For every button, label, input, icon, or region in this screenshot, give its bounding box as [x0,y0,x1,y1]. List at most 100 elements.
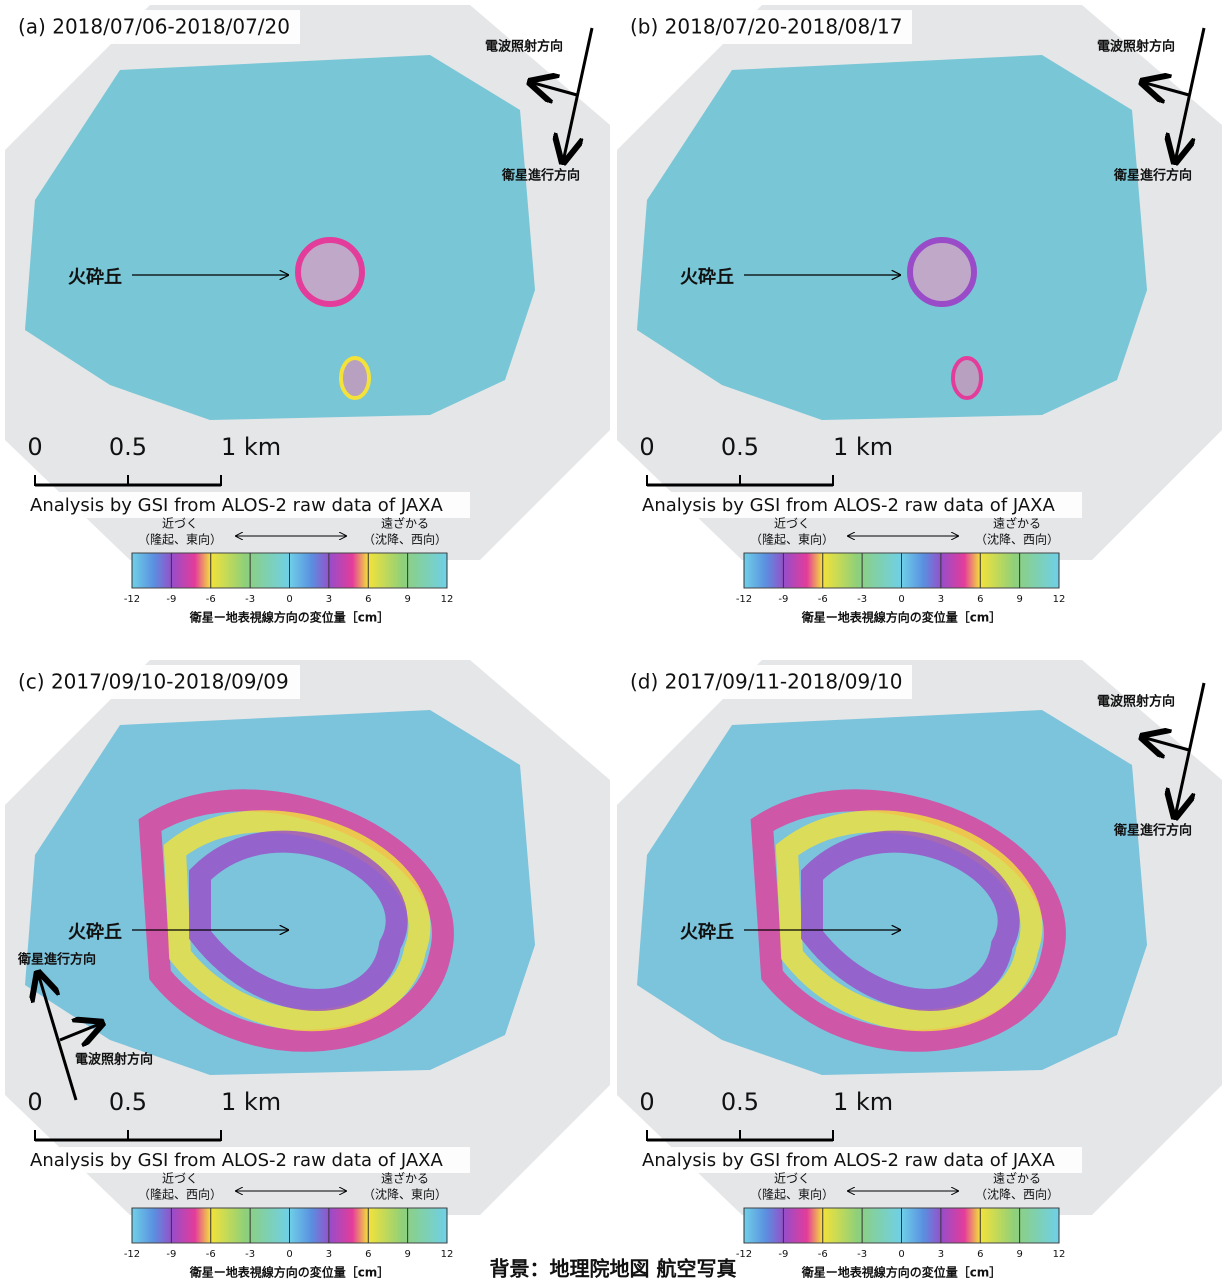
radar-arrow [530,82,578,95]
flight-direction: 衛星進行方向 [501,168,580,184]
colorbar-tick-label: -6 [206,594,216,605]
colorbar-tick-label: -3 [857,1249,867,1260]
scale-label: 0.5 [109,433,147,461]
colorbar-tick-label: 3 [938,594,944,605]
colorbar-tick-label: 3 [938,1249,944,1260]
panel: (a) 2018/07/06-2018/07/20 火砕丘 電波照射方向衛星進行方向… [5,5,610,625]
panel-title: (c) 2017/09/10-2018/09/09 [18,670,289,694]
flight-arrow [38,973,78,1101]
colorbar-tick-label: 6 [977,594,983,605]
scale-label: 1 km [833,1088,893,1116]
recede-label: 遠ざかる [993,1171,1041,1186]
colorbar-tick-label: -6 [818,594,828,605]
deformation-fringe [189,830,408,1011]
colorbar-tick-label: 6 [365,1249,371,1260]
colorbar-tick-label: 0 [898,594,904,605]
scale-label: 0.5 [721,433,759,461]
flight-direction: 衛星進行方向 [1113,823,1192,839]
deformation-fringe [775,810,1043,1032]
recede-label: 遠ざかる [993,516,1041,531]
colorbar-tick-label: 9 [404,1249,410,1260]
deformation-fringe [138,789,454,1052]
colorbar-tick-label: -6 [818,1249,828,1260]
scale-label: 0 [27,1088,42,1116]
crater-label: 火砕丘 [680,267,734,288]
title-bg [622,10,912,44]
scale-label: 0 [639,1088,654,1116]
approach-label: 近づく [774,517,810,531]
colorbar-tick-label: -3 [857,594,867,605]
crater-label: 火砕丘 [680,922,734,943]
colorbar-axis-label: 衛星ー地表視線方向の変位量［cm］ [801,1265,1002,1280]
colorbar-tick-label: 0 [286,1249,292,1260]
scale-label: 0.5 [109,1088,147,1116]
panel: (d) 2017/09/11-2018/09/10 火砕丘 電波照射方向衛星進行方向… [617,660,1222,1280]
flight-arrow [1175,27,1206,162]
colorbar-tick-label: -9 [166,594,176,605]
recede-label: 遠ざかる [381,516,429,531]
scale-label: 0 [639,433,654,461]
approach-label: 近づく [774,1172,810,1186]
recede-sub: （沈降、西向） [975,532,1059,547]
colorbar-tick-label: 9 [404,594,410,605]
colorbar-tick-label: 12 [1053,1249,1066,1260]
credit-bg [637,492,1082,518]
colorbar-tick-label: 9 [1016,594,1022,605]
deformation-fringe [801,830,1020,1011]
colorbar-tick-label: 12 [441,594,454,605]
panel-title: (a) 2018/07/06-2018/07/20 [18,15,290,39]
colorbar-tick-label: -3 [245,1249,255,1260]
panel: (c) 2017/09/10-2018/09/09 火砕丘衛星進行方向電波照射方向… [5,660,610,1280]
approach-sub: （隆起、東向） [750,1187,834,1202]
colorbar-tick-label: 0 [898,1249,904,1260]
colorbar-tick-label: 3 [326,594,332,605]
colorbar-tick-label: 0 [286,594,292,605]
title-bg [622,665,912,699]
panel: (b) 2018/07/20-2018/08/17 火砕丘 電波照射方向衛星進行方向… [617,5,1222,625]
colorbar-tick-label: -9 [166,1249,176,1260]
colorbar-tick-label: 6 [977,1249,983,1260]
colorbar-axis-label: 衛星ー地表視線方向の変位量［cm］ [801,610,1002,625]
panel-title: (d) 2017/09/11-2018/09/10 [630,670,902,694]
credit: Analysis by GSI from ALOS-2 raw data of … [642,495,1056,516]
colorbar-tick-label: -12 [124,1249,140,1260]
colorbar-axis-label: 衛星ー地表視線方向の変位量［cm］ [189,610,390,625]
title-bg [10,10,300,44]
radar-arrow [1142,737,1190,750]
crater-label: 火砕丘 [68,267,122,288]
colorbar-tick-label: 3 [326,1249,332,1260]
flight-direction: 衛星進行方向 [1113,168,1192,184]
approach-sub: （隆起、東向） [138,532,222,547]
colorbar-tick-label: -12 [124,594,140,605]
credit: Analysis by GSI from ALOS-2 raw data of … [642,1150,1056,1171]
colorbar-tick-label: 9 [1016,1249,1022,1260]
approach-sub: （隆起、東向） [750,532,834,547]
colorbar-tick-label: -12 [736,594,752,605]
recede-sub: （沈降、西向） [975,1187,1059,1202]
scale-label: 1 km [221,433,281,461]
flight-arrow [563,27,594,162]
colorbar-axis-label: 衛星ー地表視線方向の変位量［cm］ [189,1265,390,1280]
approach-label: 近づく [162,517,198,531]
deformation-fringe [163,810,431,1032]
crater-fringe [907,237,977,307]
scale-label: 0.5 [721,1088,759,1116]
credit-bg [25,492,470,518]
island [25,55,535,420]
scale-label: 0 [27,433,42,461]
scale-label: 1 km [221,1088,281,1116]
colorbar-tick-label: -6 [206,1249,216,1260]
vent-fringe [951,356,983,400]
radar-direction: 電波照射方向 [1097,694,1175,710]
recede-sub: （沈降、西向） [363,532,447,547]
approach-label: 近づく [162,1172,198,1186]
colorbar-tick-label: -3 [245,594,255,605]
crater-label: 火砕丘 [68,922,122,943]
scale-label: 1 km [833,433,893,461]
panel-title: (b) 2018/07/20-2018/08/17 [630,15,902,39]
radar-direction: 電波照射方向 [485,39,563,55]
deformation-fringe [750,789,1066,1052]
radar-direction: 電波照射方向 [75,1052,153,1068]
radar-arrow [59,1023,102,1040]
credit: Analysis by GSI from ALOS-2 raw data of … [30,495,444,516]
